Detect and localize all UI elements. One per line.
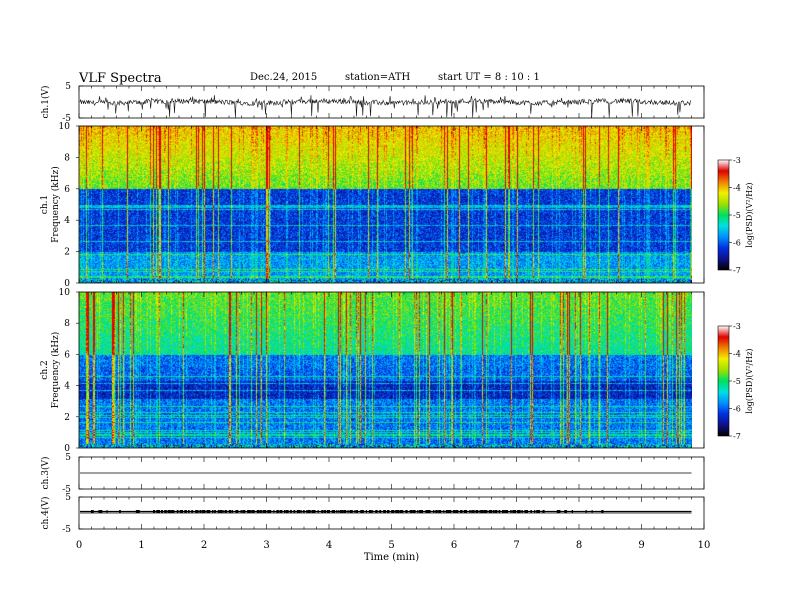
x-tick-label: 1 (138, 540, 144, 551)
x-tick-label: 3 (263, 540, 269, 551)
y-tick-label: 10 (59, 122, 71, 132)
y-tick-label: -5 (62, 485, 71, 495)
ch3-waveform-panel: 5 -5 ch.3(V) (40, 453, 705, 495)
ch1-colorbar: -3 -4 -5 -6 -7 log(PSD)(V²/Hz) (717, 156, 754, 275)
colorbar-tick-label: -3 (733, 156, 741, 165)
x-tick-label: 2 (201, 540, 207, 551)
x-tick-label: 7 (513, 540, 519, 551)
y-tick-label: 5 (65, 453, 71, 463)
y-axis-label: ch.1(V) (40, 86, 51, 119)
y-tick-label: 10 (59, 288, 71, 298)
y-tick-label: 8 (64, 153, 70, 163)
y-tick-label: 8 (64, 319, 70, 329)
frequency-axis-label: Frequency (kHz) (50, 332, 61, 409)
ch4-waveform-panel: 5 -5 ch.4(V) (40, 493, 705, 535)
x-tick-label: 0 (76, 540, 82, 551)
station-label: station=ATH (345, 72, 411, 83)
frequency-axis-label: Frequency (kHz) (50, 166, 61, 243)
channel-label: ch.1 (40, 195, 50, 214)
x-tick-label: 4 (326, 540, 332, 551)
colorbar-tick-label: -3 (733, 322, 741, 331)
x-axis-label: Time (min) (364, 552, 419, 563)
ch1spec-image (79, 126, 692, 283)
y-tick-label: 6 (64, 350, 70, 360)
figure-title: VLF Spectra (79, 71, 162, 86)
ch1-spectrogram-panel: 0 2 4 6 8 10 Frequency (kHz)ch.1 (40, 122, 705, 289)
ch1-voltage-trace (79, 95, 692, 118)
colorbar-tick-label: -6 (733, 405, 741, 414)
y-axis-label: ch.3(V) (40, 457, 51, 490)
ch1-waveform-panel: 5 -5 ch.1(V) (40, 82, 705, 124)
x-tick-label: 10 (698, 540, 711, 551)
colorbar-tick-label: -4 (733, 350, 741, 359)
date-label: Dec.24, 2015 (250, 72, 318, 83)
ch2-spectrogram-panel: 0 2 4 6 8 10 Frequency (kHz)ch.2 (40, 288, 705, 454)
y-tick-label: 2 (64, 248, 70, 258)
colorbar-gradient (717, 325, 730, 437)
ch2-colorbar: -3 -4 -5 -6 -7 log(PSD)(V²/Hz) (717, 322, 754, 441)
ch2spec-image (79, 292, 692, 448)
colorbar-tick-label: -6 (733, 239, 741, 248)
colorbar-label: log(PSD)(V²/Hz) (745, 182, 754, 247)
y-tick-label: -5 (62, 114, 71, 124)
colorbar-tick-label: -4 (733, 184, 741, 193)
y-tick-label: 6 (64, 185, 70, 195)
y-tick-label: 2 (64, 413, 70, 423)
colorbar-tick-label: -7 (733, 432, 741, 441)
x-tick-label: 5 (388, 540, 394, 551)
y-tick-label: 4 (64, 216, 70, 226)
y-tick-label: 5 (65, 82, 71, 92)
colorbar-tick-label: -7 (733, 266, 741, 275)
colorbar-tick-label: -5 (733, 377, 741, 386)
y-tick-label: 0 (64, 279, 70, 289)
colorbar-gradient (717, 159, 730, 271)
colorbar-tick-label: -5 (733, 211, 741, 220)
y-tick-label: 5 (65, 493, 71, 503)
x-tick-label: 8 (576, 540, 582, 551)
start-ut-label: start UT = 8 : 10 : 1 (438, 72, 540, 83)
y-tick-label: 0 (64, 444, 70, 454)
y-tick-label: 4 (64, 382, 70, 392)
x-tick-label: 9 (638, 540, 644, 551)
y-axis-label: ch.4(V) (40, 497, 51, 530)
time-axis: 0 1 2 3 4 5 6 7 8 9 10 Time (min) (76, 540, 711, 563)
y-tick-label: -5 (62, 525, 71, 535)
x-tick-label: 6 (451, 540, 457, 551)
colorbar-label: log(PSD)(V²/Hz) (745, 348, 754, 413)
channel-label: ch.2 (40, 360, 50, 379)
